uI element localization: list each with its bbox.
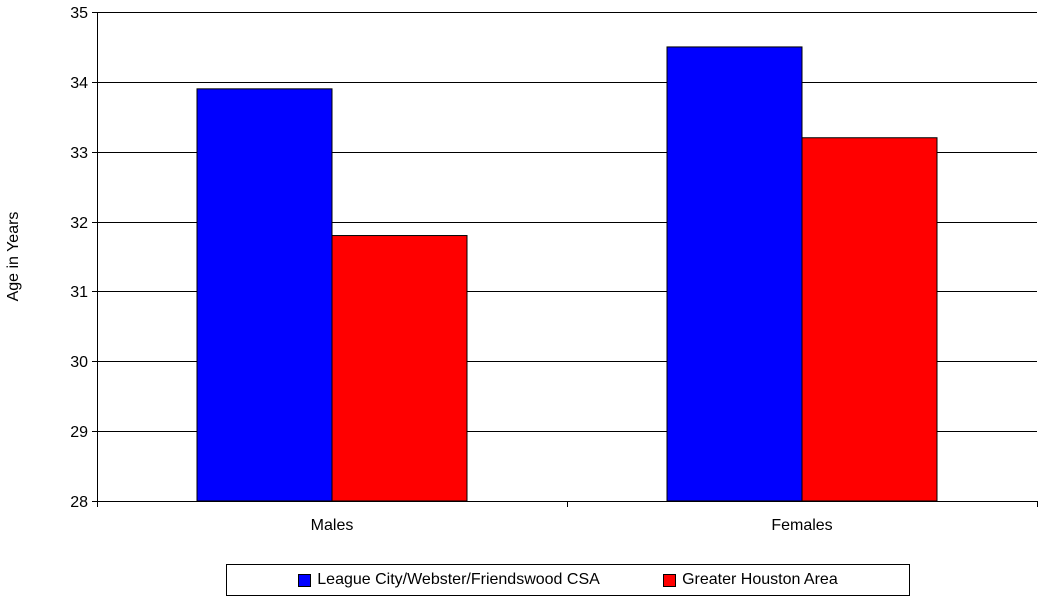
y-tick-label: 30 [70,354,88,371]
y-tick-label: 29 [70,424,88,441]
x-tick-label: Males [311,517,354,534]
legend-item-league-city: League City/Webster/Friendswood CSA [298,571,600,589]
y-tick-label: 33 [70,145,88,162]
y-tick-label: 34 [70,75,88,92]
y-tick-label: 31 [70,284,88,301]
y-tick-label: 32 [70,215,88,232]
legend-item-greater-houston: Greater Houston Area [663,571,838,589]
legend: League City/Webster/Friendswood CSA Grea… [226,564,910,596]
x-tick-label: Females [771,517,832,534]
legend-swatch-greater-houston [663,573,677,587]
bar-greater-houston-females [801,137,938,502]
bar-chart: 28 29 30 31 32 33 34 35 Males Females Age in Yea… [5,5,1038,534]
y-tick-label: 35 [70,5,88,22]
bar-league-city-males [196,88,333,502]
bar-greater-houston-males [331,235,468,502]
x-axis-tick-labels: Males Females [311,517,833,534]
y-axis-title: Age in Years [5,212,22,302]
bar-league-city-females [666,46,803,502]
y-tick-label: 28 [70,494,88,511]
bars [196,46,938,502]
legend-label-greater-houston: Greater Houston Area [682,571,838,588]
legend-label-league-city: League City/Webster/Friendswood CSA [317,571,600,588]
y-axis-tick-labels: 28 29 30 31 32 33 34 35 [70,5,88,511]
legend-swatch-league-city [298,573,312,587]
y-axis-ticks [92,12,97,502]
